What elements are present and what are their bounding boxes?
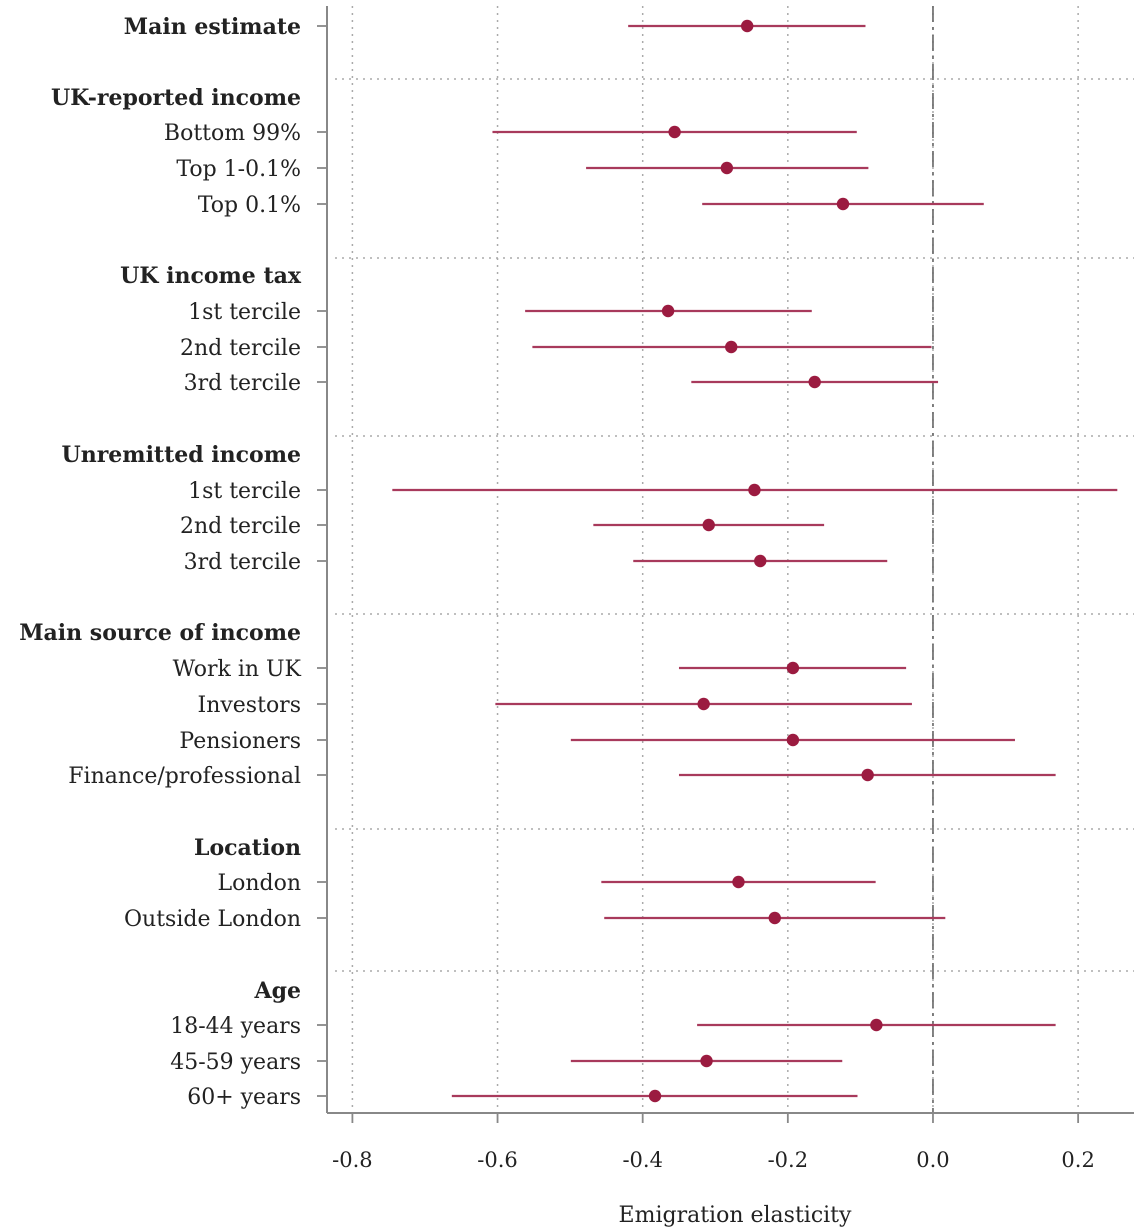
row-label: Top 0.1% <box>198 193 301 218</box>
x-axis-ticks: -0.8 -0.6 -0.4 -0.2 0.0 0.2 <box>332 1113 1095 1172</box>
group-header-label: Age <box>254 978 301 1004</box>
group-header-label: Location <box>194 835 301 861</box>
x-tick-label: 0.0 <box>916 1148 949 1172</box>
row-label: 18-44 years <box>170 1014 301 1039</box>
x-tick-label: 0.2 <box>1061 1148 1094 1172</box>
group-separators <box>335 78 1134 972</box>
row-label: 2nd tercile <box>180 514 301 539</box>
row-label: 60+ years <box>187 1085 301 1110</box>
row-label: Finance/professional <box>68 764 301 789</box>
x-tick-label: -0.6 <box>477 1148 518 1172</box>
group-header-label: UK-reported income <box>51 85 301 111</box>
point-estimate <box>861 768 874 782</box>
group-header-label: Unremitted income <box>62 442 301 468</box>
x-tick-label: -0.8 <box>332 1148 373 1172</box>
row-label: Top 1-0.1% <box>176 157 301 182</box>
x-tick-label: -0.4 <box>622 1148 663 1172</box>
point-estimate <box>740 19 754 33</box>
point-estimate <box>720 161 734 175</box>
row-label: 1st tercile <box>188 479 301 504</box>
gridlines <box>351 6 1079 1113</box>
point-estimate <box>808 375 821 389</box>
group-header-label: Main source of income <box>19 620 301 646</box>
row-label: 45-59 years <box>170 1050 301 1075</box>
row-label: Work in UK <box>173 657 302 682</box>
point-estimate <box>702 518 715 532</box>
x-axis-label: Emigration elasticity <box>619 1203 852 1228</box>
point-estimate <box>768 911 781 925</box>
row-label: Outside London <box>124 907 301 932</box>
point-estimate <box>748 483 761 497</box>
row-label: 3rd tercile <box>184 550 301 575</box>
point-estimate <box>697 697 710 711</box>
point-estimate <box>725 340 738 354</box>
point-estimate <box>786 733 800 747</box>
point-estimate <box>668 125 681 139</box>
row-label: 1st tercile <box>188 300 301 325</box>
point-estimate <box>754 554 767 568</box>
row-labels: Main estimate UK-reported income Bottom 99… <box>19 14 302 1110</box>
point-estimate <box>732 875 745 889</box>
row-label: Bottom 99% <box>164 121 301 146</box>
point-estimate <box>648 1089 662 1103</box>
row-label: London <box>217 871 301 896</box>
axes <box>326 6 1134 1114</box>
point-estimate <box>661 304 675 318</box>
group-header-label: Main estimate <box>124 14 301 40</box>
x-tick-label: -0.2 <box>768 1148 809 1172</box>
row-label: Investors <box>198 693 302 718</box>
point-estimate <box>700 1054 713 1068</box>
row-label: Pensioners <box>179 729 301 754</box>
point-estimate <box>786 661 800 675</box>
group-header-label: UK income tax <box>120 263 302 289</box>
point-estimate <box>870 1018 883 1032</box>
estimates <box>317 19 1118 1103</box>
point-estimate <box>836 197 850 211</box>
row-label: 2nd tercile <box>180 336 301 361</box>
row-label: 3rd tercile <box>184 371 301 396</box>
